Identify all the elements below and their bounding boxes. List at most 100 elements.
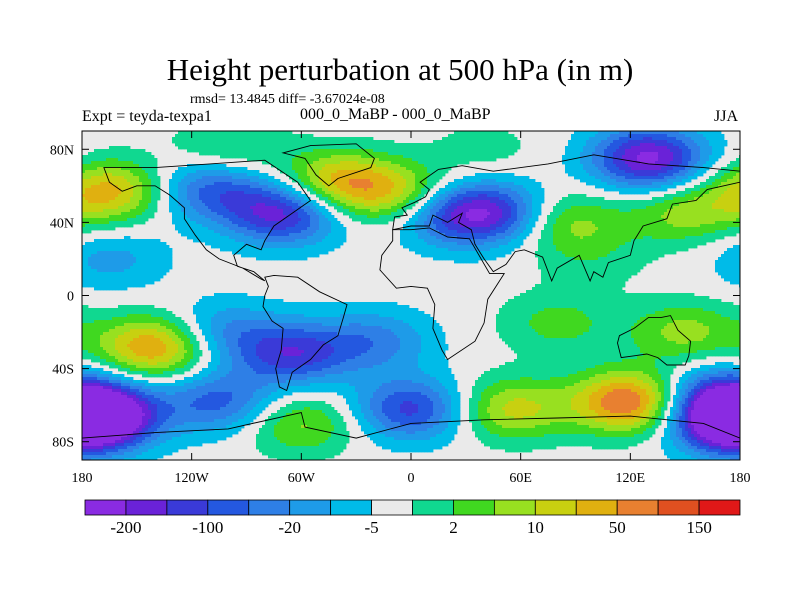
field-cell <box>214 200 218 204</box>
field-cell <box>235 209 239 213</box>
field-cell <box>286 188 290 192</box>
field-cell <box>172 176 176 180</box>
field-cell <box>709 179 713 183</box>
field-cell <box>640 179 644 183</box>
field-cell <box>391 185 395 189</box>
field-cell <box>124 164 128 168</box>
field-cell <box>142 182 146 186</box>
field-cell <box>208 197 212 201</box>
field-cell <box>154 203 158 207</box>
field-cell <box>268 155 272 159</box>
field-cell <box>241 194 245 198</box>
field-cell <box>310 188 314 192</box>
field-cell <box>97 212 101 216</box>
field-cell <box>253 173 257 177</box>
field-cell <box>499 152 503 156</box>
field-cell <box>691 206 695 210</box>
field-cell <box>502 188 506 192</box>
field-cell <box>262 158 266 162</box>
field-cell <box>478 131 482 135</box>
field-cell <box>511 134 515 138</box>
field-cell <box>637 200 641 204</box>
field-cell <box>376 212 380 216</box>
field-cell <box>94 185 98 189</box>
field-cell <box>667 179 671 183</box>
field-cell <box>598 155 602 159</box>
field-cell <box>673 179 677 183</box>
field-cell <box>187 188 191 192</box>
field-cell <box>478 197 482 201</box>
field-cell <box>607 209 611 213</box>
field-cell <box>130 200 134 204</box>
field-cell <box>622 170 626 174</box>
field-cell <box>382 197 386 201</box>
field-cell <box>115 188 119 192</box>
field-cell <box>319 155 323 159</box>
field-cell <box>670 185 674 189</box>
field-cell <box>697 155 701 159</box>
field-cell <box>295 197 299 201</box>
field-cell <box>298 164 302 168</box>
field-cell <box>100 170 104 174</box>
field-cell <box>616 170 620 174</box>
field-cell <box>427 203 431 207</box>
field-cell <box>310 149 314 153</box>
field-cell <box>304 200 308 204</box>
field-cell <box>736 200 740 204</box>
field-cell <box>685 170 689 174</box>
field-cell <box>259 155 263 159</box>
field-cell <box>589 164 593 168</box>
field-cell <box>319 164 323 168</box>
field-cell <box>157 182 161 186</box>
field-cell <box>589 170 593 174</box>
field-cell <box>571 203 575 207</box>
field-cell <box>622 155 626 159</box>
field-cell <box>328 179 332 183</box>
field-cell <box>376 146 380 150</box>
field-cell <box>694 185 698 189</box>
field-cell <box>136 182 140 186</box>
field-cell <box>535 209 539 213</box>
field-cell <box>346 146 350 150</box>
field-cell <box>721 167 725 171</box>
field-cell <box>109 164 113 168</box>
field-cell <box>310 173 314 177</box>
field-cell <box>583 200 587 204</box>
field-cell <box>409 179 413 183</box>
field-cell <box>517 203 521 207</box>
field-cell <box>226 182 230 186</box>
field-cell <box>625 137 629 141</box>
field-cell <box>247 215 251 219</box>
field-cell <box>118 191 122 195</box>
field-cell <box>190 200 194 204</box>
field-cell <box>352 176 356 180</box>
field-cell <box>223 197 227 201</box>
field-cell <box>145 179 149 183</box>
field-cell <box>484 155 488 159</box>
field-cell <box>397 167 401 171</box>
field-cell <box>382 140 386 144</box>
field-cell <box>613 176 617 180</box>
field-cell <box>154 194 158 198</box>
field-cell <box>130 215 134 219</box>
field-cell <box>694 137 698 141</box>
field-cell <box>526 191 530 195</box>
field-cell <box>133 152 137 156</box>
field-cell <box>676 152 680 156</box>
field-cell <box>676 191 680 195</box>
field-cell <box>673 206 677 210</box>
field-cell <box>208 164 212 168</box>
field-cell <box>484 194 488 198</box>
field-cell <box>376 140 380 144</box>
field-cell <box>301 137 305 141</box>
field-cell <box>190 191 194 195</box>
field-cell <box>145 182 149 186</box>
field-cell <box>592 209 596 213</box>
field-cell <box>568 173 572 177</box>
field-cell <box>259 179 263 183</box>
field-cell <box>307 179 311 183</box>
field-cell <box>535 182 539 186</box>
field-cell <box>658 197 662 201</box>
field-cell <box>646 203 650 207</box>
field-cell <box>622 131 626 135</box>
